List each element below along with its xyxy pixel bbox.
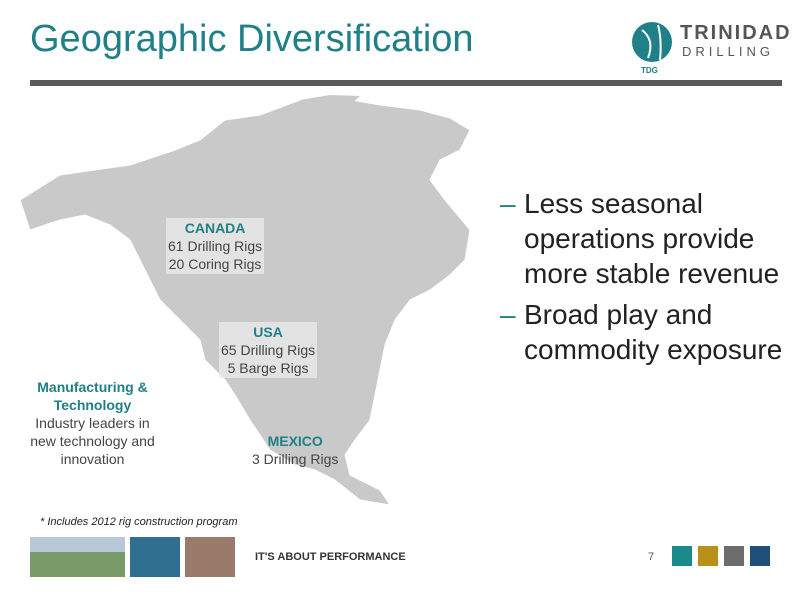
photo-rig <box>130 537 180 577</box>
color-square <box>724 546 744 566</box>
photo-sky <box>30 537 125 552</box>
region-line: 20 Coring Rigs <box>168 256 262 272</box>
slide-title: Geographic Diversification <box>30 18 474 60</box>
region-line: 3 Drilling Rigs <box>252 451 339 467</box>
page-number: 7 <box>648 551 655 563</box>
color-square <box>750 546 770 566</box>
callout-text: Industry leaders in new technology and i… <box>30 415 155 467</box>
logo-mark: TDG <box>641 66 658 75</box>
footnote: * Includes 2012 rig construction program <box>40 516 238 528</box>
logo-globe <box>632 22 672 62</box>
footer-tagline: IT'S ABOUT PERFORMANCE <box>255 551 406 563</box>
greenland <box>300 95 360 112</box>
region-label: CANADA 61 Drilling Rigs 20 Coring Rigs <box>166 218 265 274</box>
logo-name: TRINIDAD <box>680 22 792 44</box>
callout: Manufacturing & Technology Industry lead… <box>25 378 160 468</box>
callout-title: Manufacturing & Technology <box>37 379 148 413</box>
region-name: USA <box>253 324 283 340</box>
region-label: USA 65 Drilling Rigs 5 Barge Rigs <box>219 322 318 378</box>
logo-subname: DRILLING <box>682 44 774 59</box>
photo-workers <box>185 537 235 577</box>
region-line: 5 Barge Rigs <box>227 360 309 376</box>
bullet: Less seasonal operations provide more st… <box>500 186 795 291</box>
north-america-map <box>19 97 471 506</box>
region-line: 65 Drilling Rigs <box>221 342 316 358</box>
title-rule <box>30 80 782 86</box>
bullet-list: Less seasonal operations provide more st… <box>500 186 795 373</box>
region-name: MEXICO <box>267 433 323 449</box>
region-label: MEXICO 3 Drilling Rigs <box>250 431 340 469</box>
color-square <box>698 546 718 566</box>
logo-globe-lines <box>641 24 662 61</box>
region-name: CANADA <box>184 220 246 236</box>
region-line: 61 Drilling Rigs <box>168 238 263 254</box>
bullet: Broad play and commodity exposure <box>500 297 795 367</box>
color-square <box>672 546 692 566</box>
